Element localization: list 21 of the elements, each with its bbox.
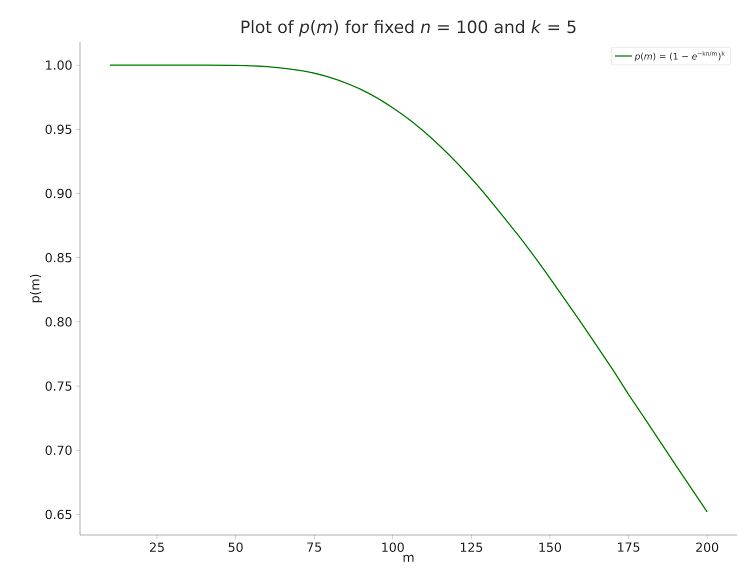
x-axis-title: m [404, 554, 414, 562]
line-series [109, 64, 708, 513]
legend-label: p(m) = (1 − e$^{−kn/m}$)$^{k}$ [634, 51, 725, 62]
y-tick-label: 1.00 [46, 60, 72, 70]
x-tick-label: 125 [460, 542, 482, 552]
x-tick-label: 150 [539, 542, 562, 552]
y-tick-label: 0.85 [46, 252, 72, 262]
y-tick-label: 0.70 [46, 446, 72, 455]
y-tick-label: 0.95 [46, 124, 72, 134]
x-tick-label: 200 [696, 542, 718, 552]
x-tick-label: 75 [307, 542, 322, 552]
x-tick-label: 50 [228, 542, 243, 552]
chart-title: Plot of p(m) for fixed n = 100 and k = 5 [242, 20, 576, 36]
y-tick-label: 0.80 [46, 317, 72, 327]
y-tick-label: 0.65 [46, 510, 72, 520]
y-tick-label: 0.90 [46, 188, 72, 198]
x-tick-label: 100 [382, 542, 404, 552]
y-axis-title: p(m) [30, 274, 42, 302]
x-tick-label: 175 [618, 542, 640, 552]
y-tick-label: 0.75 [46, 381, 72, 391]
x-tick-label: 25 [150, 542, 164, 552]
